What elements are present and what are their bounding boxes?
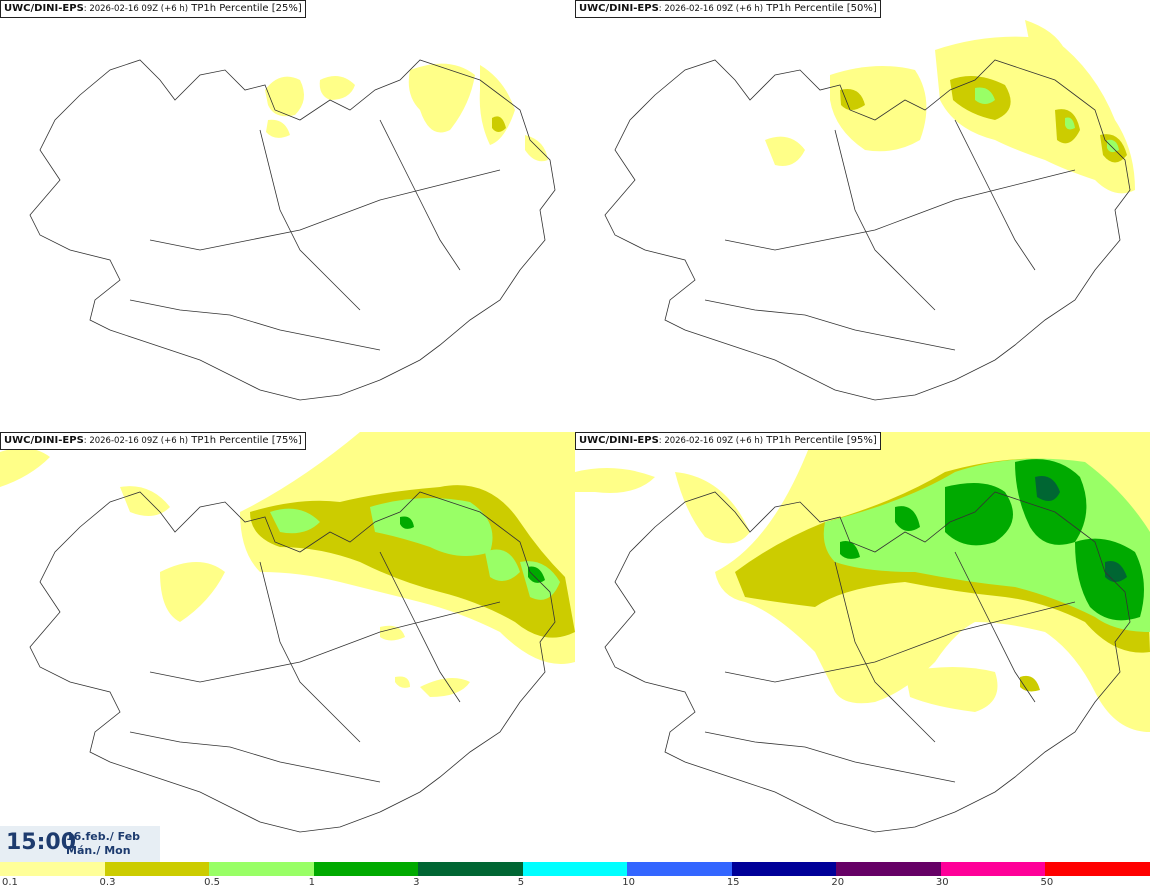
legend-swatch (731, 862, 837, 876)
legend-tick-label: 5 (517, 877, 525, 888)
precip-map-75 (0, 432, 575, 833)
legend-swatch (627, 862, 732, 876)
legend-tick-label: 30 (935, 877, 949, 888)
valid-date-line1: 16.feb./ Feb (66, 830, 141, 843)
legend-color-bar (0, 862, 1150, 876)
map-panel-50: UWC/DINI-EPS: 2026-02-16 09Z (+6 h) TP1h… (575, 0, 1150, 430)
percentile-label: TP1h Percentile [25%] (188, 3, 302, 14)
panel-title: UWC/DINI-EPS: 2026-02-16 09Z (+6 h) TP1h… (575, 0, 881, 18)
legend-tick-label: 0.5 (204, 877, 220, 888)
color-legend: 0.1 0.3 0.5 1 3 5 10 15 20 30 50 (0, 862, 1150, 891)
valid-date-line2: Mán./ Mon (66, 844, 131, 857)
legend-swatch (313, 862, 419, 876)
valid-hour: 15:00 (6, 830, 77, 855)
legend-swatch (104, 862, 210, 876)
legend-swatch (0, 862, 105, 876)
model-name: UWC/DINI-EPS (4, 3, 84, 14)
valid-time-box: 15:00 16.feb./ Feb Mán./ Mon (0, 826, 160, 862)
legend-ticks: 0.1 0.3 0.5 1 3 5 10 15 20 30 50 (0, 876, 1150, 891)
legend-tick-label: 1 (308, 877, 315, 888)
model-name: UWC/DINI-EPS (579, 435, 659, 446)
legend-tick-label: 3 (413, 877, 420, 888)
model-name: UWC/DINI-EPS (579, 3, 659, 14)
legend-tick-label: 0.3 (99, 877, 116, 888)
legend-tick-label: 15 (726, 877, 740, 888)
legend-tick-label: 50 (1040, 877, 1054, 888)
legend-tick-label: 0.1 (2, 877, 18, 888)
map-panel-75: UWC/DINI-EPS: 2026-02-16 09Z (+6 h) TP1h… (0, 432, 575, 862)
legend-swatch (522, 862, 628, 876)
precip-map-50 (604, 20, 1135, 401)
precip-map-25 (29, 59, 556, 401)
legend-swatch (1045, 862, 1150, 876)
model-name: UWC/DINI-EPS (4, 435, 84, 446)
legend-swatch (836, 862, 941, 876)
percentile-label: TP1h Percentile [95%] (763, 435, 877, 446)
run-info: : 2026-02-16 09Z (+6 h) (658, 436, 764, 446)
run-info: : 2026-02-16 09Z (+6 h) (83, 4, 189, 14)
percentile-label: TP1h Percentile [75%] (188, 435, 302, 446)
valid-date: 16.feb./ Feb Mán./ Mon (66, 830, 140, 858)
map-panel-25: UWC/DINI-EPS: 2026-02-16 09Z (+6 h) TP1h… (0, 0, 575, 430)
legend-swatch (940, 862, 1046, 876)
map-panel-95: UWC/DINI-EPS: 2026-02-16 09Z (+6 h) TP1h… (575, 432, 1150, 862)
precip-map-95 (575, 432, 1150, 833)
panel-title: UWC/DINI-EPS: 2026-02-16 09Z (+6 h) TP1h… (0, 0, 306, 18)
panel-title: UWC/DINI-EPS: 2026-02-16 09Z (+6 h) TP1h… (0, 432, 306, 450)
run-info: : 2026-02-16 09Z (+6 h) (83, 436, 189, 446)
legend-tick-label: 10 (622, 877, 635, 888)
run-info: : 2026-02-16 09Z (+6 h) (658, 4, 764, 14)
legend-swatch (418, 862, 523, 876)
percentile-label: TP1h Percentile [50%] (763, 3, 877, 14)
legend-swatch (209, 862, 314, 876)
legend-tick-label: 20 (831, 877, 845, 888)
panel-title: UWC/DINI-EPS: 2026-02-16 09Z (+6 h) TP1h… (575, 432, 881, 450)
